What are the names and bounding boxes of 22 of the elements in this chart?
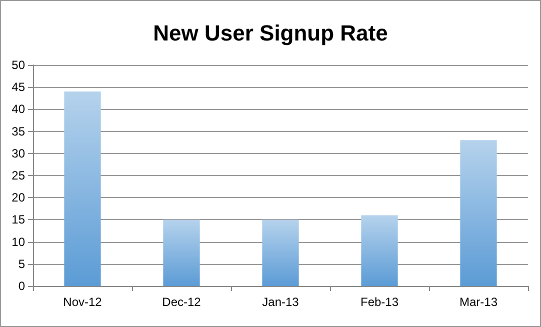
bar <box>262 220 299 286</box>
y-tick-label: 35 <box>12 124 26 138</box>
y-tick-label: 15 <box>12 212 26 227</box>
chart-title: New User Signup Rate <box>153 20 388 46</box>
y-tick-label: 5 <box>18 256 26 271</box>
x-tick-label: Jan-13 <box>262 295 300 309</box>
bar <box>64 92 101 286</box>
bar <box>361 215 398 286</box>
bar <box>163 220 200 286</box>
y-tick-label: 30 <box>12 146 26 160</box>
y-tick-label: 20 <box>12 190 26 205</box>
y-tick-label: 50 <box>12 58 26 72</box>
x-tick-label: Dec-12 <box>162 295 202 309</box>
x-tick-label: Nov-12 <box>63 295 102 309</box>
x-tick-label: Mar-13 <box>459 295 498 309</box>
x-tick-label: Feb-13 <box>360 295 399 309</box>
y-tick-label: 0 <box>18 279 26 293</box>
y-tick-label: 25 <box>12 168 26 182</box>
y-tick-label: 45 <box>12 80 26 94</box>
bar <box>460 140 497 286</box>
y-tick-label: 10 <box>12 234 26 249</box>
y-tick-label: 40 <box>12 102 26 116</box>
